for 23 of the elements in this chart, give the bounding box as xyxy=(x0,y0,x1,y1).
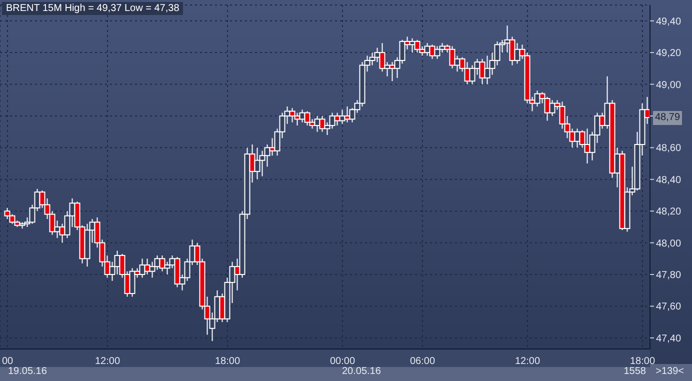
chart-title: BRENT 15M High = 49,37 Low = 47,38 xyxy=(2,2,184,15)
text: 1558 xyxy=(624,366,646,378)
text: 19.05.16 xyxy=(8,366,47,378)
y-tick-label: 48,00 xyxy=(656,238,682,250)
x-tick-label: 18:00 xyxy=(214,356,240,368)
x-tick-label: 00 xyxy=(2,356,14,368)
x-tick-label: 00:00 xyxy=(330,356,356,368)
x-tick-label: 18:00 xyxy=(630,356,656,368)
annotation: 48,79 xyxy=(653,110,682,125)
y-tick-label: 49,40 xyxy=(656,16,682,28)
y-tick-label: 49,20 xyxy=(656,48,682,60)
x-tick-label: 12:00 xyxy=(94,356,120,368)
y-tick-label: 48,60 xyxy=(656,143,682,154)
y-tick-label: 47,60 xyxy=(656,302,682,313)
y-tick-label: 48,40 xyxy=(656,174,682,186)
x-tick-label: 06:00 xyxy=(410,356,436,368)
text: >139< xyxy=(656,366,684,378)
x-tick-label: 12:00 xyxy=(514,356,540,368)
y-tick-label: 48,20 xyxy=(656,206,682,218)
y-tick-label: 47,80 xyxy=(656,270,682,282)
y-tick-label: 49,00 xyxy=(656,80,682,91)
y-tick-label: 47,40 xyxy=(656,333,682,344)
text: 20.05.16 xyxy=(342,366,381,378)
